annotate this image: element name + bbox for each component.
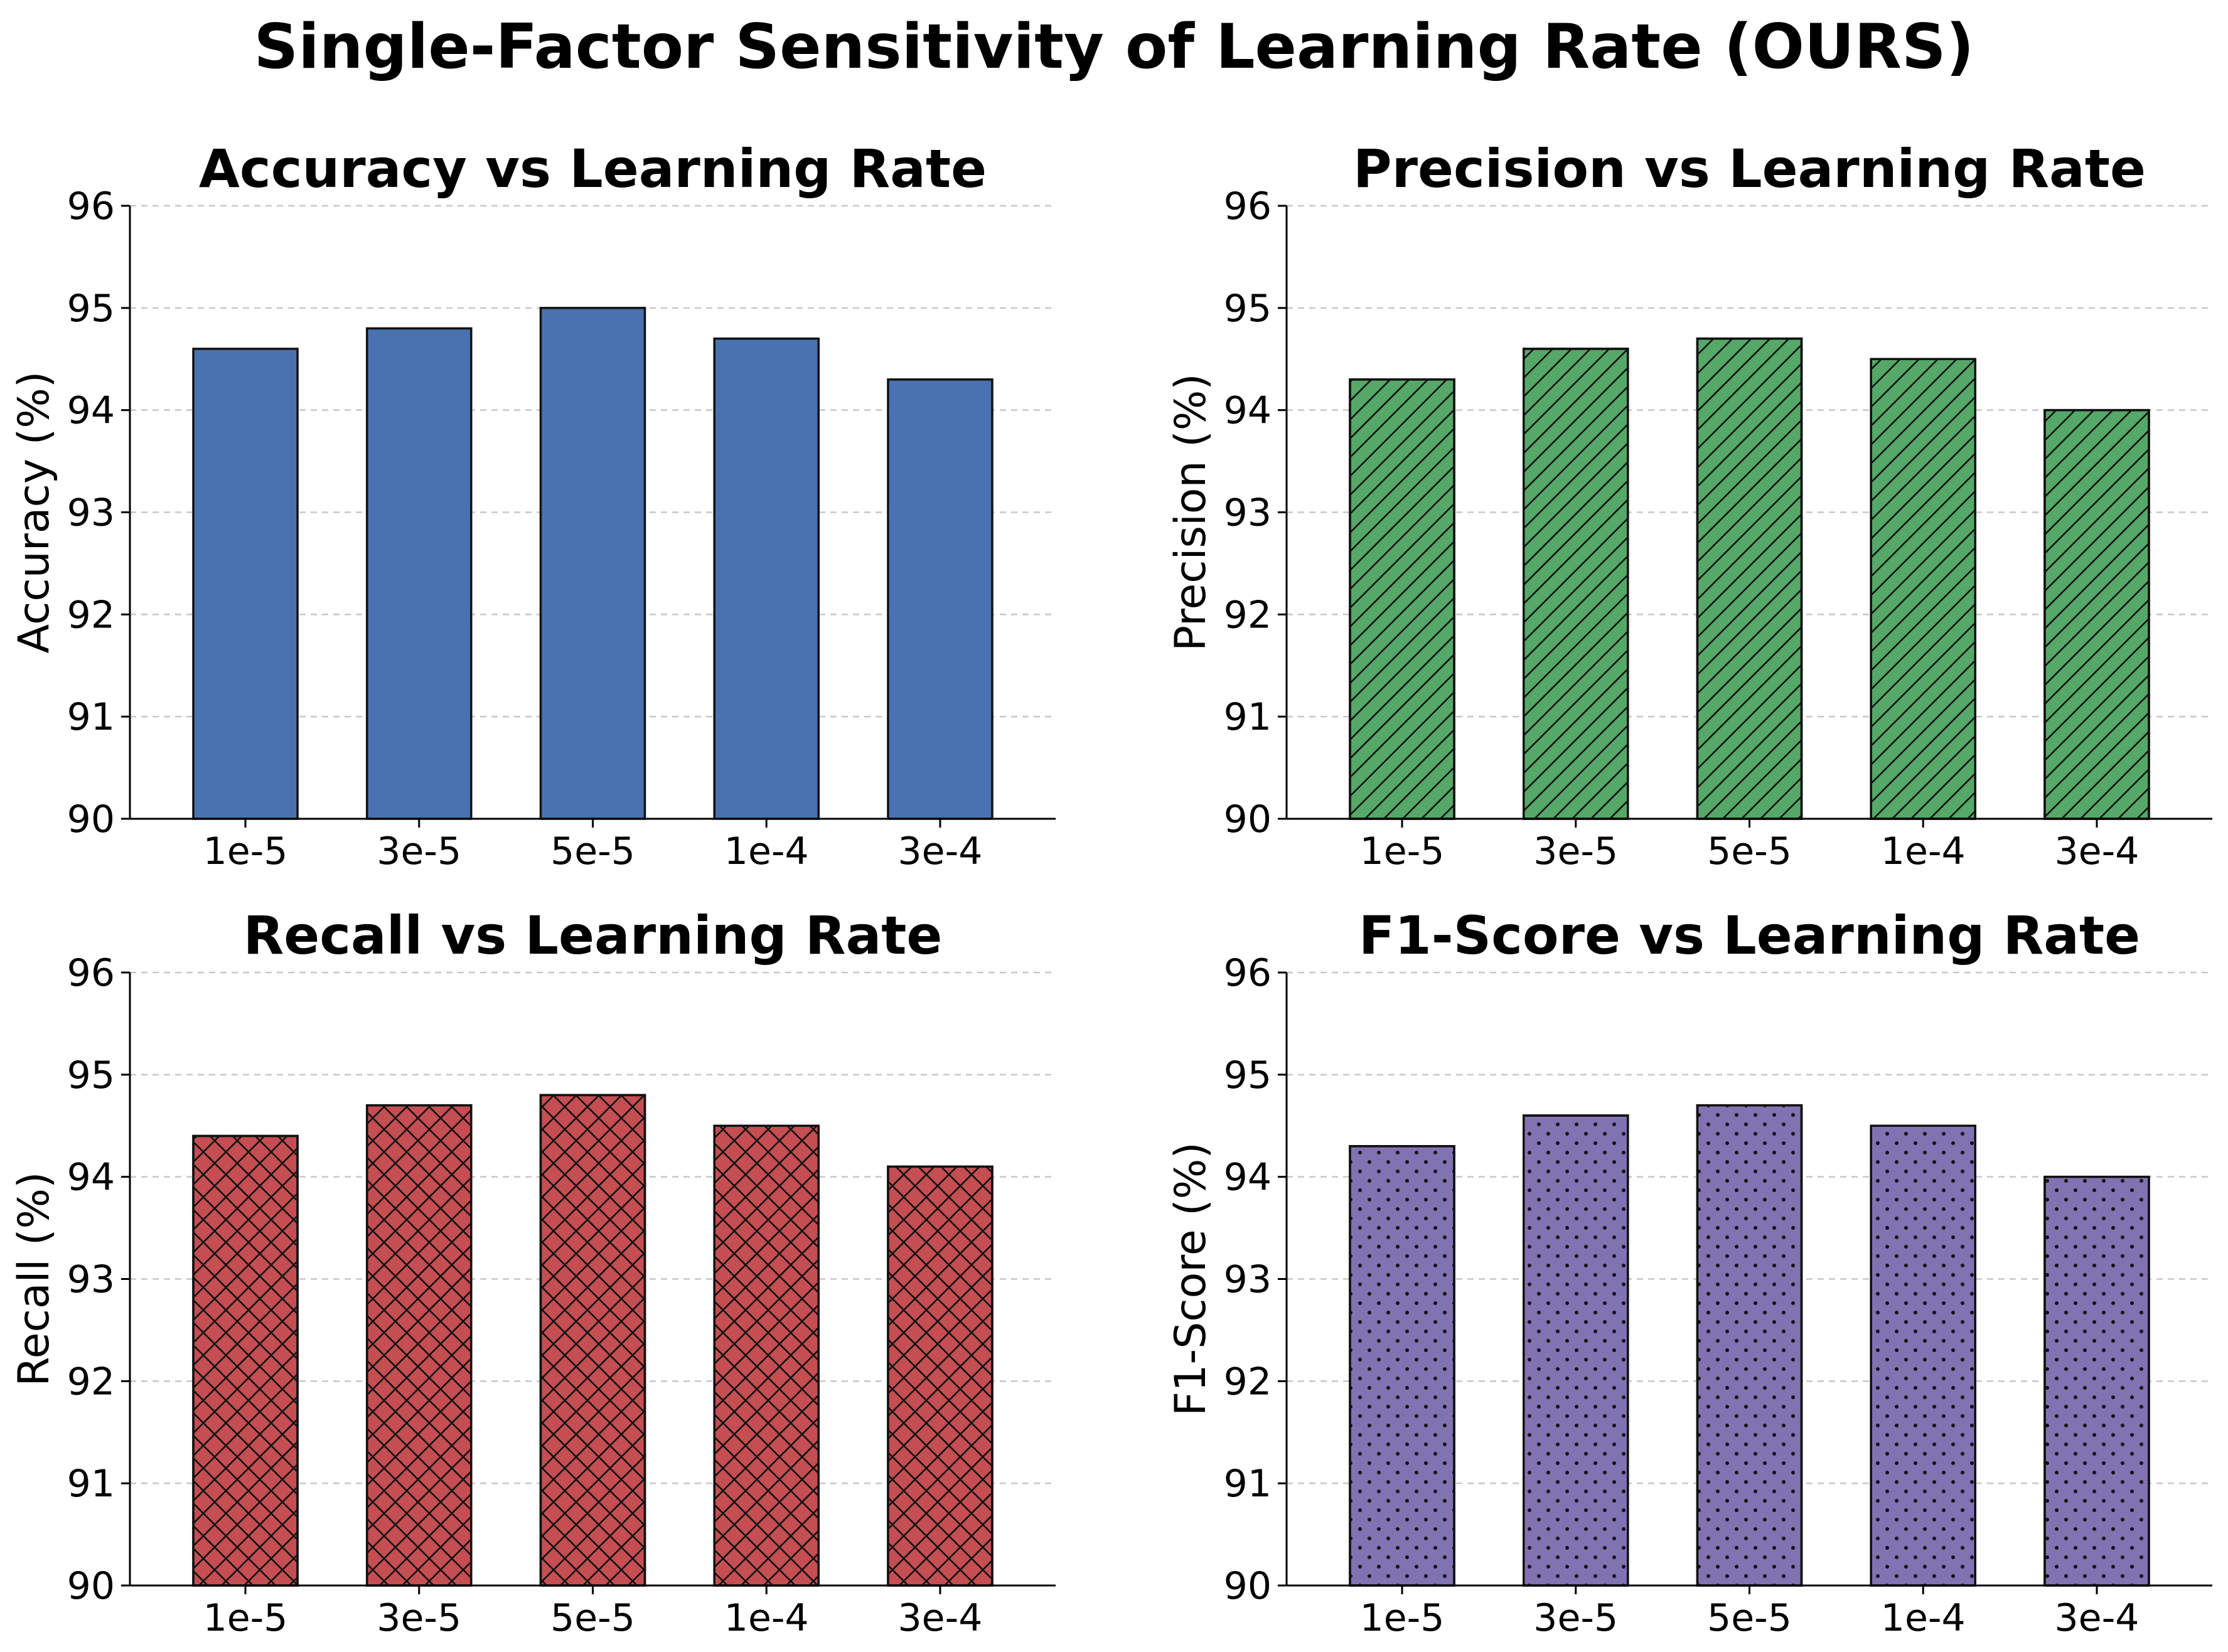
precision-panel: 90 91 92 93 94 95 96 1e-5 3e-5 5e-5 1e-4 3e-4 Precis… xyxy=(1166,138,2212,873)
precision-ylabel: Precision (%) xyxy=(1166,373,1216,651)
recall-ytick-label: 94 xyxy=(67,1156,115,1200)
accuracy-xtick-label: 3e-4 xyxy=(898,829,983,873)
accuracy-bar-3e-4 xyxy=(887,378,993,820)
accuracy-xtick-label: 3e-5 xyxy=(377,829,461,873)
recall-ytick-label: 91 xyxy=(67,1462,115,1506)
accuracy-xtick-label: 5e-5 xyxy=(550,829,635,873)
recall-xtick-label: 3e-4 xyxy=(898,1596,983,1640)
accuracy-title: Accuracy vs Learning Rate xyxy=(199,138,987,200)
accuracy-panel: 90 91 92 93 94 95 96 1e-5 3e-5 5e-5 1e-4 3e-4 Accura… xyxy=(9,138,1056,873)
f1-score-ylabel: F1-Score (%) xyxy=(1166,1142,1216,1416)
f1-score-xtick-label: 1e-5 xyxy=(1360,1596,1445,1640)
accuracy-ytick-label: 92 xyxy=(67,593,115,637)
f1-score-ytick-label: 94 xyxy=(1224,1156,1272,1200)
f1-score-xtick-label: 1e-4 xyxy=(1881,1596,1966,1640)
f1-score-xtick-label: 3e-4 xyxy=(2055,1596,2140,1640)
f1-score-xtick-label: 5e-5 xyxy=(1707,1596,1792,1640)
accuracy-bar-1e-5 xyxy=(192,348,299,820)
precision-bar-3e-4 xyxy=(2043,408,2150,820)
recall-xtick-label: 1e-5 xyxy=(203,1596,288,1640)
f1-score-title: F1-Score vs Learning Rate xyxy=(1359,905,2140,966)
accuracy-ytick-label: 95 xyxy=(67,287,115,331)
precision-xtick-label: 1e-5 xyxy=(1360,829,1445,873)
f1-score-ytick-label: 96 xyxy=(1224,951,1272,995)
accuracy-ytick-label: 90 xyxy=(67,797,115,841)
accuracy-xtick-label: 1e-4 xyxy=(724,829,809,873)
accuracy-xtick-label: 1e-5 xyxy=(203,829,288,873)
precision-bar-1e-4 xyxy=(1870,358,1977,820)
accuracy-ytick-label: 93 xyxy=(67,491,115,535)
precision-ytick-label: 95 xyxy=(1224,287,1272,331)
accuracy-ytick-label: 91 xyxy=(67,695,115,739)
recall-xtick-label: 5e-5 xyxy=(550,1596,635,1640)
recall-bar-1e-4 xyxy=(713,1124,820,1587)
recall-bar-3e-5 xyxy=(365,1104,473,1587)
recall-ytick-label: 96 xyxy=(67,951,115,995)
recall-ytick-label: 92 xyxy=(67,1360,115,1404)
recall-ylabel: Recall (%) xyxy=(9,1171,59,1386)
accuracy-ytick-label: 94 xyxy=(67,389,115,433)
f1-score-ytick-label: 93 xyxy=(1224,1258,1272,1302)
accuracy-bar-5e-5 xyxy=(539,307,646,820)
f1-score-bar-3e-5 xyxy=(1522,1114,1629,1587)
f1-score-ytick-label: 91 xyxy=(1224,1462,1272,1506)
precision-xtick-label: 1e-4 xyxy=(1881,829,1966,873)
precision-ytick-label: 92 xyxy=(1224,593,1272,637)
recall-bar-5e-5 xyxy=(539,1094,646,1587)
f1-score-bar-3e-4 xyxy=(2043,1175,2150,1587)
recall-ytick-label: 95 xyxy=(67,1053,115,1097)
precision-ytick-label: 94 xyxy=(1224,389,1272,433)
precision-ytick-label: 93 xyxy=(1224,491,1272,535)
precision-ytick-label: 90 xyxy=(1224,797,1272,841)
f1-score-ytick-label: 92 xyxy=(1224,1360,1272,1404)
precision-bar-3e-5 xyxy=(1522,348,1629,820)
f1-score-bar-5e-5 xyxy=(1696,1104,1803,1587)
recall-xtick-label: 3e-5 xyxy=(377,1596,461,1640)
accuracy-bar-1e-4 xyxy=(713,337,820,820)
precision-ytick-label: 91 xyxy=(1224,695,1272,739)
f1-score-panel: 90 91 92 93 94 95 96 1e-5 3e-5 5e-5 1e-4 3e-4 F1-Sco… xyxy=(1166,905,2212,1640)
recall-ytick-label: 90 xyxy=(67,1564,115,1608)
recall-xtick-label: 1e-4 xyxy=(724,1596,809,1640)
recall-bar-1e-5 xyxy=(192,1134,299,1587)
accuracy-ylabel: Accuracy (%) xyxy=(9,371,59,654)
f1-score-bar-1e-5 xyxy=(1349,1145,1455,1587)
recall-bar-3e-4 xyxy=(887,1165,993,1587)
precision-title: Precision vs Learning Rate xyxy=(1353,138,2146,200)
f1-score-ytick-label: 90 xyxy=(1224,1564,1272,1608)
precision-xtick-label: 3e-4 xyxy=(2055,829,2140,873)
recall-ytick-label: 93 xyxy=(67,1258,115,1302)
f1-score-ytick-label: 95 xyxy=(1224,1053,1272,1097)
precision-xtick-label: 3e-5 xyxy=(1533,829,1618,873)
figure-title: Single-Factor Sensitivity of Learning Ra… xyxy=(254,11,1974,83)
accuracy-ytick-label: 96 xyxy=(67,184,115,228)
recall-title: Recall vs Learning Rate xyxy=(244,905,943,966)
precision-bar-1e-5 xyxy=(1349,378,1455,820)
accuracy-bar-3e-5 xyxy=(365,327,473,820)
f1-score-bar-1e-4 xyxy=(1870,1124,1977,1587)
precision-ytick-label: 96 xyxy=(1224,184,1272,228)
precision-xtick-label: 5e-5 xyxy=(1707,829,1792,873)
f1-score-xtick-label: 3e-5 xyxy=(1533,1596,1618,1640)
precision-bar-5e-5 xyxy=(1696,337,1803,820)
recall-panel: 90 91 92 93 94 95 96 1e-5 3e-5 5e-5 1e-4 3e-4 Recall… xyxy=(9,905,1056,1640)
